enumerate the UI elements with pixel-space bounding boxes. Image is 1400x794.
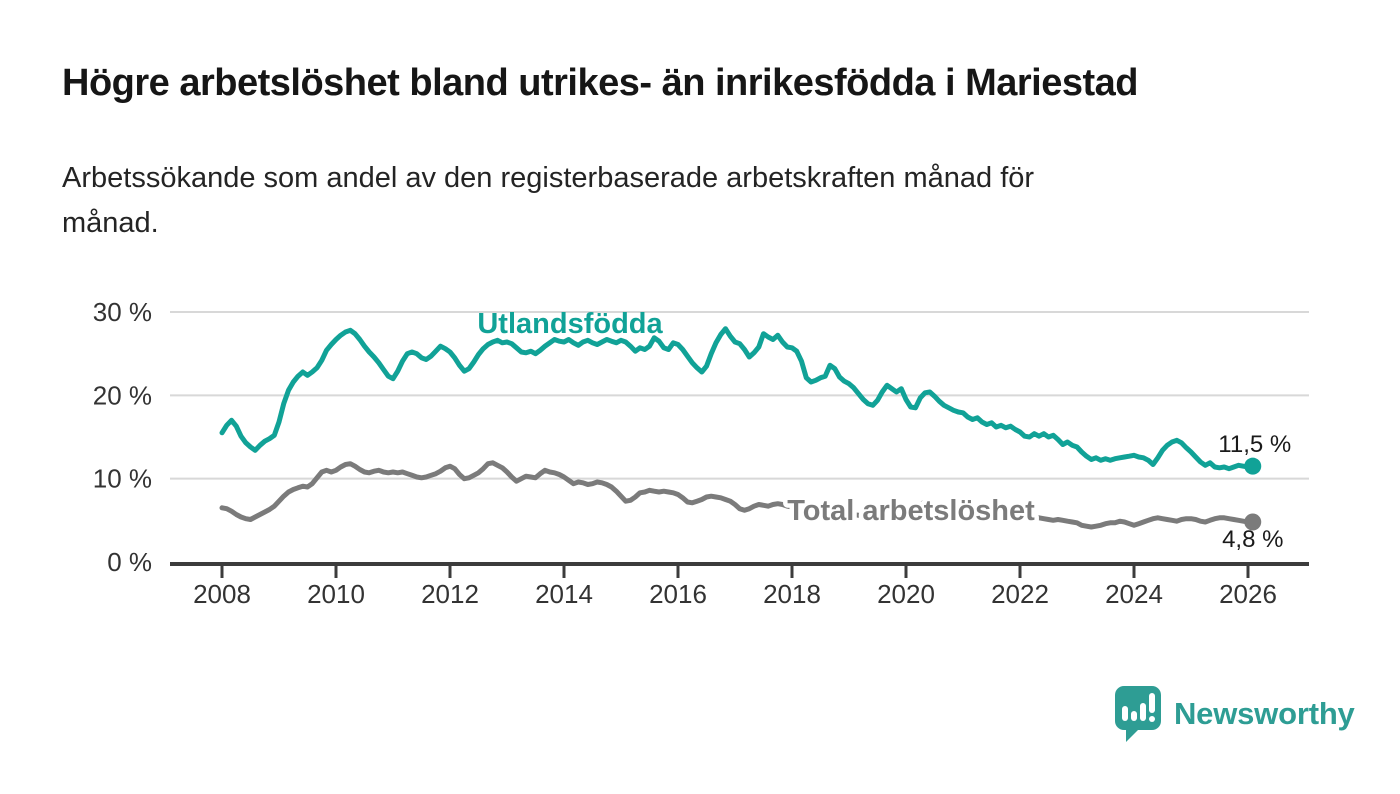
y-tick-label-30: 30 % — [93, 297, 152, 327]
x-axis: 2008 2010 2012 2014 2016 2018 2020 2022 2024 2026 — [170, 562, 1309, 609]
end-value-label-total: 4,8 % — [1222, 526, 1283, 553]
logo-bars — [1122, 693, 1155, 722]
newsworthy-logo-icon — [1115, 686, 1161, 742]
x-tick-label-2018: 2018 — [763, 579, 821, 609]
x-tick-label-2022: 2022 — [991, 579, 1049, 609]
end-markers: 11,5 % 4,8 % — [1218, 431, 1291, 553]
x-tick-label-2016: 2016 — [649, 579, 707, 609]
series-line-utlandsfodda — [219, 326, 1256, 472]
x-tick-label-2014: 2014 — [535, 579, 593, 609]
series-label-halo: Total arbetslöshet — [787, 495, 1035, 527]
chart-subtitle: Arbetssökande som andel av den registerb… — [62, 156, 1262, 246]
series-label-utlandsfodda: Utlandsfödda — [477, 308, 663, 340]
gridlines — [170, 311, 1309, 480]
y-tick-label-20: 20 % — [93, 380, 152, 410]
x-tick-label-2012: 2012 — [421, 579, 479, 609]
series-lines — [219, 326, 1256, 530]
chart-title: Högre arbetslöshet bland utrikes- än inr… — [62, 62, 1139, 104]
x-tick-label-2008: 2008 — [193, 579, 251, 609]
chart-subtitle-line-2: månad. — [62, 207, 159, 239]
newsworthy-logo: Newsworthy — [1113, 684, 1355, 744]
x-tick-label-2026: 2026 — [1219, 579, 1277, 609]
x-tick-label-2020: 2020 — [877, 579, 935, 609]
end-value-label-utlandsfodda: 11,5 % — [1218, 431, 1291, 458]
series-line-total — [219, 460, 1256, 530]
chart-subtitle-line-1: Arbetssökande som andel av den registerb… — [62, 162, 1035, 194]
x-tick-label-2024: 2024 — [1105, 579, 1163, 609]
y-tick-label-10: 10 % — [93, 464, 152, 494]
y-tick-label-0: 0 % — [107, 547, 152, 577]
end-dot-total — [1244, 513, 1262, 531]
newsworthy-logo-text: Newsworthy — [1174, 696, 1355, 731]
x-tick-label-2010: 2010 — [307, 579, 365, 609]
end-dot-utlandsfodda — [1244, 457, 1262, 475]
series-label-total: Total arbetslöshet — [787, 495, 1035, 527]
y-axis-labels: 0 % 10 % 20 % 30 % — [93, 297, 152, 577]
